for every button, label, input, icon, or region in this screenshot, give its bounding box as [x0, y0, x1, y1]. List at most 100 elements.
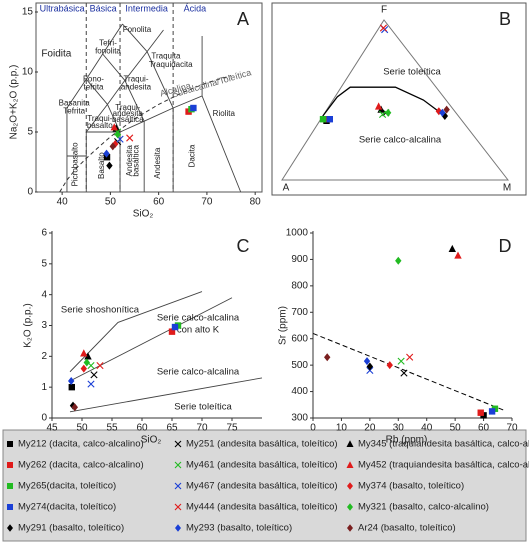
y-axis-label: Na₂O+K₂O (p.p.) — [9, 65, 20, 140]
y-tick-label: 4 — [41, 289, 47, 300]
field-label: Andesita — [125, 145, 134, 177]
x-tick-label: 40 — [57, 197, 69, 208]
legend-box — [2, 429, 527, 542]
field-label: Fono- — [83, 74, 104, 83]
marker-diamond — [324, 353, 331, 362]
boundary-curve — [322, 86, 446, 117]
field-label: Traqui- — [87, 114, 112, 123]
field-label: Serie toleítica — [174, 402, 232, 413]
legend-label: Ar24 (basalto, toleítico) — [358, 523, 456, 534]
legend-marker — [175, 524, 181, 532]
marker-square — [488, 408, 496, 415]
panel-letter: B — [499, 9, 511, 29]
panel-b-frame — [271, 2, 527, 196]
y-tick-label: 15 — [22, 7, 34, 18]
band-label: Ácida — [184, 3, 207, 13]
field-label: Foidita — [41, 49, 71, 60]
x-tick-label: 50 — [105, 197, 117, 208]
legend-marker — [174, 482, 182, 490]
marker-square — [319, 116, 327, 123]
marker-diamond — [71, 403, 78, 412]
x-tick-label: 50 — [76, 423, 88, 434]
y-tick-label: 1000 — [286, 228, 309, 239]
legend-marker — [346, 461, 354, 468]
x-tick-label: 70 — [506, 423, 518, 434]
field-label: Traquidacita — [149, 60, 193, 69]
marker-x — [96, 361, 104, 370]
legend-label: My265(dacita, toleítico) — [18, 481, 116, 492]
y-tick-label: 2 — [41, 351, 47, 362]
y-tick-label: 5 — [27, 127, 33, 138]
marker-diamond — [386, 361, 393, 370]
legend-label: My444 (andesita basáltica, toleítico) — [186, 502, 338, 513]
y-tick-label: 400 — [291, 386, 308, 397]
y-axis-label: Sr (ppm) — [278, 306, 289, 345]
field-label: Traqui- — [115, 103, 140, 112]
legend-marker — [174, 503, 182, 511]
marker-diamond — [114, 130, 121, 139]
marker-triangle — [448, 244, 456, 253]
legend-label: My461 (andesita basáltica, toleítico) — [186, 460, 338, 471]
field-label: Tefrita — [63, 107, 85, 116]
field-label: Traqui- — [123, 74, 148, 83]
boundary-line — [146, 51, 174, 109]
band-label: Ultrabásica — [40, 3, 85, 13]
field-label: Andesita — [153, 147, 162, 179]
marker-x — [378, 110, 387, 118]
legend-label: My293 (basalto, toleítico) — [186, 523, 292, 534]
panel-a-frame — [35, 2, 263, 193]
marker-x — [400, 369, 408, 377]
x-tick-label: 60 — [478, 423, 490, 434]
marker-diamond — [83, 358, 90, 367]
panel-letter: C — [237, 236, 250, 256]
x-tick-label: 60 — [136, 423, 148, 434]
marker-x — [406, 353, 414, 361]
y-tick-label: 800 — [291, 280, 308, 291]
field-label: Serie shoshonítica — [61, 305, 140, 316]
y-tick-label: 500 — [291, 360, 308, 371]
marker-x — [379, 24, 388, 32]
x-tick-label: 70 — [196, 423, 208, 434]
legend-label: My251 (andesita basáltica, toleítico) — [186, 439, 338, 450]
x-tick-label: 40 — [421, 423, 433, 434]
x-tick-label: 50 — [450, 423, 462, 434]
x-tick-label: 45 — [46, 423, 58, 434]
y-tick-label: 5 — [41, 258, 47, 269]
marker-x — [90, 371, 98, 379]
field-label: Tefri- — [99, 38, 117, 47]
band-label: Básica — [90, 3, 117, 13]
y-tick-label: 3 — [41, 320, 47, 331]
ternary-triangle — [281, 19, 510, 181]
field-label: Basalto — [97, 152, 106, 179]
legend-label: My321 (basalto, calco-alcalino) — [358, 502, 489, 513]
x-axis-label: SiO₂ — [133, 209, 154, 220]
field-label: basáltica — [132, 144, 141, 176]
legend-label: My467 (andesita basáltica, toleítico) — [186, 481, 338, 492]
trend-line — [312, 332, 504, 411]
y-tick-label: 1 — [41, 382, 47, 393]
x-tick-label: 70 — [201, 197, 213, 208]
boundary-line — [69, 377, 263, 413]
boundary-line — [102, 53, 126, 81]
marker-diamond — [366, 362, 374, 371]
boundary-line — [85, 29, 164, 192]
legend-label: My345 (traquiandesita basáltica, calco-a… — [358, 439, 529, 450]
field-label: basalto — [87, 121, 113, 130]
marker-diamond — [395, 256, 402, 265]
panel-letter: A — [237, 9, 249, 29]
marker-diamond — [363, 357, 371, 366]
marker-square — [326, 116, 333, 123]
legend-marker — [7, 462, 13, 468]
legend-label: My262 (dacita, calco-alcalino) — [18, 460, 144, 471]
marker-x — [87, 380, 95, 388]
x-tick-label: 30 — [393, 423, 405, 434]
legend-marker — [7, 441, 13, 447]
y-tick-label: 6 — [41, 228, 47, 239]
alkaline-boundary — [59, 75, 232, 193]
x-tick-label: 0 — [310, 423, 316, 434]
marker-triangle — [110, 123, 118, 131]
legend-marker — [7, 483, 13, 489]
legend-label: My212 (dacita, calco-alcalino) — [18, 439, 144, 450]
marker-triangle — [84, 352, 92, 360]
y-tick-label: 300 — [291, 413, 308, 424]
